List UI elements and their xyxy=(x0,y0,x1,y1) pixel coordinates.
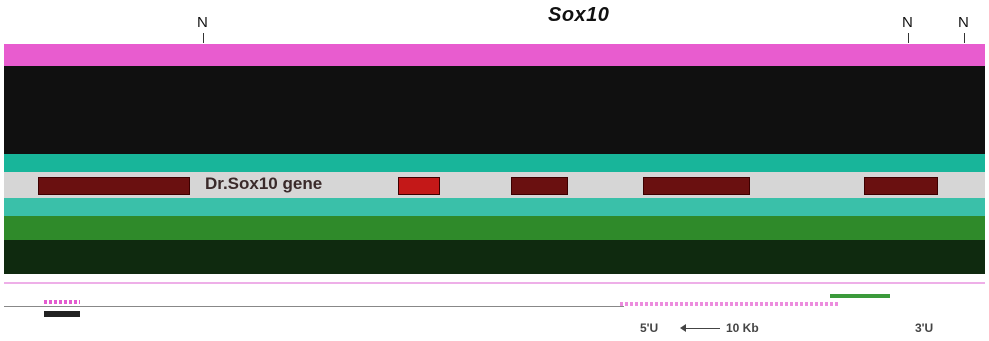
scale-right-label: 3'U xyxy=(915,321,934,335)
marker-tick-3 xyxy=(964,33,965,43)
marker-n-3: N xyxy=(958,14,969,31)
annotation-band-pink xyxy=(4,44,985,66)
conservation-track-dark xyxy=(4,240,985,274)
marker-tick-2 xyxy=(908,33,909,43)
gene-title: Sox10 xyxy=(548,4,610,26)
sequence-track-dark xyxy=(4,66,985,154)
scale-left-label: 5'U xyxy=(640,321,659,335)
annotation-band-teal-lower xyxy=(4,198,985,216)
marker-n-1: N xyxy=(197,14,208,31)
scale-arrow-line xyxy=(684,328,720,329)
exon-1 xyxy=(38,177,190,195)
exon-3 xyxy=(511,177,568,195)
lower-annotation-line xyxy=(4,282,985,284)
conservation-track-green xyxy=(4,216,985,240)
exon-2 xyxy=(398,177,440,195)
pink-marker-right xyxy=(620,302,840,306)
dark-marker-left xyxy=(44,311,80,317)
annotation-band-teal xyxy=(4,154,985,172)
arrow-left-icon xyxy=(680,324,686,332)
exon-4 xyxy=(643,177,750,195)
marker-tick-1 xyxy=(203,33,204,43)
marker-n-2: N xyxy=(902,14,913,31)
exon-5 xyxy=(864,177,938,195)
scale-direction-label: 10 Kb xyxy=(726,321,759,335)
pink-marker-left xyxy=(44,300,80,304)
scale-line-left xyxy=(4,306,624,307)
gene-name-label: Dr.Sox10 gene xyxy=(205,174,323,193)
green-marker-right xyxy=(830,294,890,298)
